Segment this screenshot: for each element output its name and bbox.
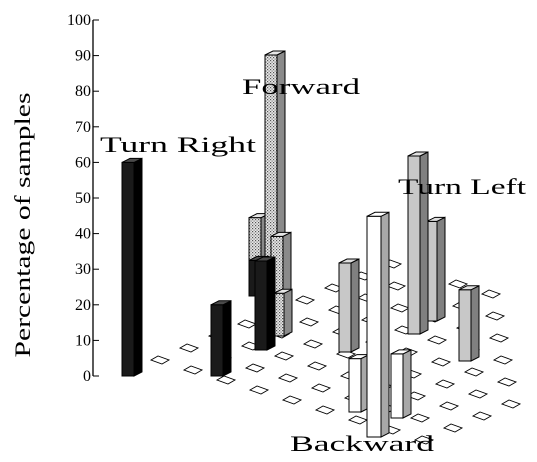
grid-cell <box>347 415 369 425</box>
y-tick-label: 70 <box>75 119 91 136</box>
bar-top <box>210 300 232 306</box>
y-tick-label: 0 <box>83 368 91 385</box>
y-tick-label: 60 <box>75 154 91 171</box>
grid-cell <box>471 411 493 421</box>
bar-side <box>380 211 390 438</box>
bar-top <box>407 151 429 157</box>
grid-cell <box>488 333 510 343</box>
label-turn-left: Turn Left <box>398 174 526 199</box>
bar <box>254 256 276 351</box>
bar-side <box>133 157 143 377</box>
grid-cell <box>480 289 502 299</box>
bar-top <box>366 211 390 217</box>
bar-side <box>222 299 232 377</box>
grid-cell <box>385 281 407 291</box>
grid-cell <box>409 413 431 423</box>
bar <box>121 157 143 377</box>
bar-front <box>366 215 382 438</box>
grid-cell <box>215 375 237 385</box>
bar <box>210 299 232 377</box>
grid-cell <box>496 377 518 387</box>
grid-cell <box>442 423 464 433</box>
bar-top <box>270 231 292 237</box>
y-axis-label: Percentage of samples <box>10 93 35 358</box>
grid-cell <box>277 373 299 383</box>
grid-cell <box>310 383 332 393</box>
bar-side <box>266 256 276 351</box>
grid-cell <box>281 395 303 405</box>
bar-front <box>390 353 404 419</box>
label-turn-right: Turn Right <box>100 132 256 157</box>
grid-cell <box>302 339 324 349</box>
grid-cell <box>298 317 320 327</box>
bar <box>366 211 390 438</box>
bar <box>407 151 429 335</box>
bar-front <box>254 260 268 351</box>
bar-top <box>273 288 293 294</box>
grid-cell <box>430 357 452 367</box>
grid-cell <box>314 405 336 415</box>
bar-side <box>283 288 293 337</box>
y-tick-label: 100 <box>67 12 91 29</box>
bar <box>458 284 480 362</box>
y-tick-label: 50 <box>75 190 91 207</box>
bar-front <box>348 358 362 413</box>
grid-cell <box>149 355 171 365</box>
grid-cell <box>244 363 266 373</box>
grid-cell <box>273 351 295 361</box>
grid-cell <box>484 311 506 321</box>
grid-cell <box>492 355 514 365</box>
bar <box>273 288 293 337</box>
bar-side <box>350 258 360 353</box>
bar-side <box>402 349 412 419</box>
grid-cell <box>500 399 522 409</box>
grid-cell <box>438 401 460 411</box>
grid-cell <box>182 365 204 375</box>
grid-cell <box>236 319 258 329</box>
y-tick-label: 20 <box>75 297 91 314</box>
bar-top <box>390 349 412 355</box>
grid-cell <box>306 361 328 371</box>
y-tick-label: 40 <box>75 226 91 243</box>
grid-cell <box>294 295 316 305</box>
bar <box>426 216 446 322</box>
bar <box>390 349 412 419</box>
bar-front <box>210 304 224 377</box>
y-tick-label: 10 <box>75 332 91 349</box>
grid-cell <box>426 335 448 345</box>
grid-cell <box>447 279 469 289</box>
y-tick-label: 80 <box>75 83 91 100</box>
grid-cell <box>467 389 489 399</box>
bar-side <box>470 284 480 362</box>
bar <box>348 353 370 413</box>
bar-front <box>338 262 352 353</box>
grid-cell <box>389 303 411 313</box>
label-forward: Forward <box>242 74 360 99</box>
bar-top <box>458 285 480 291</box>
bar-side <box>436 216 446 322</box>
grid-cell <box>178 343 200 353</box>
bar-front <box>121 161 135 377</box>
bar-top <box>121 157 143 163</box>
bar-top <box>426 216 446 222</box>
bar-top <box>264 50 286 56</box>
bar-top <box>338 258 360 264</box>
label-backward: Backward <box>290 431 434 456</box>
grid-cell <box>413 435 435 445</box>
bar-top <box>254 256 276 262</box>
y-tick-label: 30 <box>75 261 91 278</box>
grid-cell <box>434 379 456 389</box>
grid-cell <box>248 385 270 395</box>
y-tick-label: 90 <box>75 48 91 65</box>
y-ticks: 0 10 20 30 40 50 60 70 80 90 100 <box>67 12 99 385</box>
bar-front <box>458 289 472 362</box>
grid-cell <box>463 367 485 377</box>
bar <box>338 258 360 353</box>
bars <box>121 50 480 438</box>
